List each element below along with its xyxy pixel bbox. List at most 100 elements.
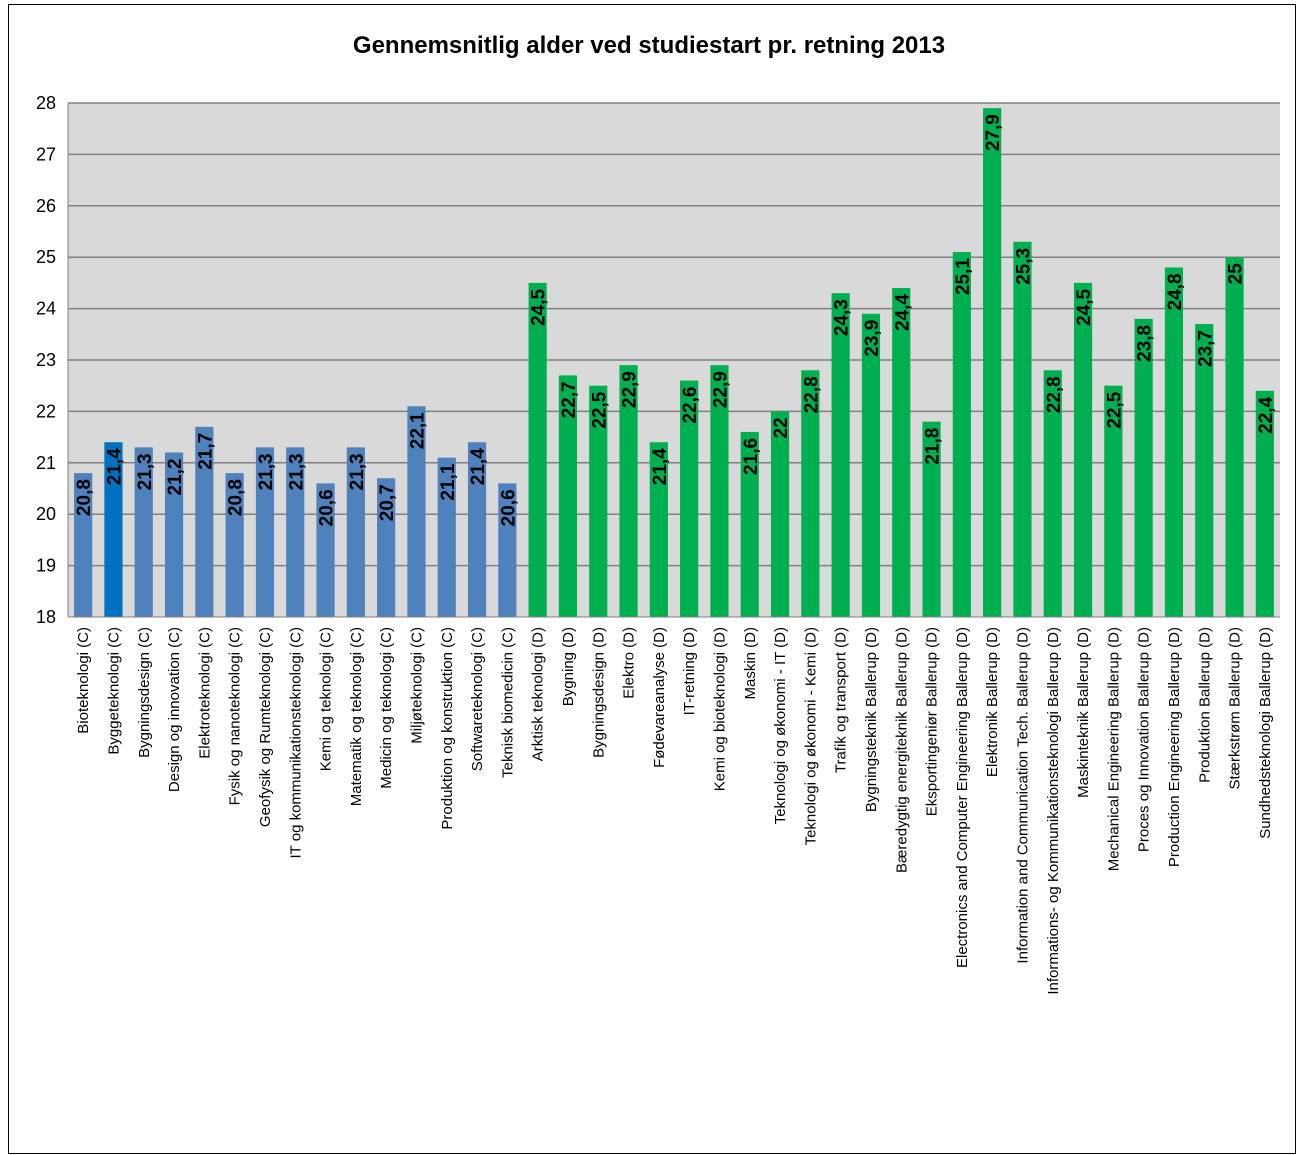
data-label: 20,8 — [226, 479, 247, 516]
x-category-label: IT-retning (D) — [681, 627, 698, 715]
data-label: 22,7 — [559, 381, 580, 418]
bar — [255, 447, 275, 617]
x-category-label: Teknologi og økonomi - IT (D) — [772, 627, 789, 824]
data-label: 21,3 — [256, 453, 277, 490]
data-label: 22,4 — [1256, 396, 1277, 433]
y-tick-label: 23 — [36, 350, 56, 370]
bar — [164, 452, 184, 617]
x-category-label: Miljøteknologi (C) — [408, 627, 425, 744]
y-tick-label: 18 — [36, 607, 56, 627]
bar — [1255, 390, 1274, 617]
bar — [619, 365, 638, 617]
bar — [1195, 324, 1214, 617]
data-label: 21,1 — [438, 463, 459, 500]
y-tick-label: 26 — [36, 196, 56, 216]
x-category-label: Elektroteknologi (C) — [196, 627, 213, 759]
x-category-label: Kemi og bioteknologi (D) — [711, 627, 728, 791]
x-category-label: Electronics and Computer Engineering Bal… — [954, 627, 971, 968]
x-category-label: Trafik og transport (D) — [833, 627, 850, 773]
x-category-label: Production Engineering Ballerup (D) — [1166, 627, 1183, 867]
data-label: 24,5 — [1074, 288, 1095, 325]
x-category-label: Bygningsdesign (D) — [590, 627, 607, 758]
x-category-label: Elektronik Ballerup (D) — [984, 627, 1001, 777]
bar — [286, 447, 305, 617]
x-category-label: Sundhedsteknologi Ballerup (D) — [1257, 627, 1274, 839]
x-category-label: Bygningsteknik Ballerup (D) — [863, 627, 880, 812]
bar — [1104, 385, 1123, 617]
bar — [861, 313, 881, 617]
x-category-label: IT og kommunikationsteknologi (C) — [287, 627, 304, 859]
data-label: 22,5 — [589, 391, 610, 428]
bar — [1225, 257, 1244, 617]
data-label: 21,3 — [286, 453, 307, 490]
data-label: 24,4 — [892, 294, 913, 331]
bar — [437, 457, 456, 617]
y-tick-label: 19 — [36, 556, 56, 576]
bar — [467, 442, 487, 617]
bar — [680, 380, 699, 617]
bars — [74, 108, 1274, 617]
bar — [1073, 282, 1093, 617]
bar — [740, 431, 759, 617]
x-category-label: Bygning (D) — [560, 627, 577, 706]
x-category-label: Bæredygtig energiteknik Ballerup (D) — [893, 627, 910, 873]
bar — [407, 406, 426, 617]
x-category-label: Design og innovation (C) — [166, 627, 183, 792]
y-tick-label: 28 — [36, 93, 56, 113]
y-tick-label: 20 — [36, 504, 56, 524]
bar — [649, 442, 668, 617]
x-category-label: Eksportingeniør Ballerup (D) — [924, 627, 941, 816]
bar — [922, 421, 941, 617]
x-category-label: Produktion Ballerup (D) — [1196, 627, 1213, 783]
y-axis-ticks: 18 19 20 21 22 23 24 25 26 27 28 — [36, 93, 56, 627]
data-label: 20,6 — [498, 489, 519, 526]
data-label: 22,9 — [620, 371, 641, 408]
bar — [801, 370, 820, 617]
y-tick-label: 22 — [36, 401, 56, 421]
x-category-label: Stærkstrøm Ballerup (D) — [1227, 627, 1244, 790]
data-label: 24,8 — [1165, 273, 1186, 310]
data-label: 21,4 — [650, 448, 671, 485]
data-label: 22,8 — [1044, 376, 1065, 413]
chart-title: Gennemsnitlig alder ved studiestart pr. … — [352, 32, 946, 59]
bar — [134, 447, 153, 617]
bar — [831, 293, 850, 617]
bar — [377, 478, 396, 617]
bar — [1043, 370, 1062, 617]
x-category-label: Geofysik og Rumteknologi (C) — [257, 627, 274, 827]
y-tick-label: 27 — [36, 144, 56, 164]
bar — [74, 473, 93, 617]
x-category-label: Proces og Innovation Ballerup (D) — [1136, 627, 1153, 852]
y-tick-label: 25 — [36, 247, 56, 267]
x-category-label: Maskinteknik Ballerup (D) — [1075, 627, 1092, 798]
x-category-label: Maskin (D) — [742, 627, 759, 700]
data-label: 23,7 — [1195, 330, 1216, 367]
x-category-label: Teknologi og økonomi - Kemi (D) — [802, 627, 819, 845]
x-category-label: Informations- og Kommunikationsteknologi… — [1045, 627, 1062, 995]
bar — [589, 385, 608, 617]
y-tick-label: 21 — [36, 453, 56, 473]
data-label: 23,8 — [1135, 325, 1156, 362]
bar — [952, 252, 971, 617]
x-category-label: Byggeteknologi (C) — [105, 627, 122, 755]
y-tick-label: 24 — [36, 299, 56, 319]
data-label: 20,7 — [377, 484, 398, 521]
data-label: 22,9 — [710, 371, 731, 408]
x-category-label: Mechanical Engineering Ballerup (D) — [1105, 627, 1122, 871]
data-label: 21,8 — [923, 428, 944, 465]
data-label: 21,3 — [347, 453, 368, 490]
data-labels: 20,8 21,4 21,3 21,2 21,7 20,8 21,3 21,3 20,6 21,3… — [74, 114, 1277, 526]
data-label: 22,6 — [680, 387, 701, 424]
data-label: 21,7 — [195, 433, 216, 470]
x-category-label: Fysik og nanoteknologi (C) — [227, 627, 244, 805]
x-category-label: Kemi og teknologi (C) — [318, 627, 335, 771]
data-label: 24,5 — [529, 288, 550, 325]
bar — [770, 411, 790, 617]
x-category-label: Medicin og teknologi (C) — [378, 627, 395, 789]
bar — [710, 365, 729, 617]
x-category-label: Matematik og teknologi (C) — [348, 627, 365, 806]
data-label: 21,2 — [165, 459, 186, 496]
x-category-label: Fødevareanalyse (D) — [651, 627, 668, 768]
bar — [346, 447, 365, 617]
bar — [892, 288, 911, 617]
